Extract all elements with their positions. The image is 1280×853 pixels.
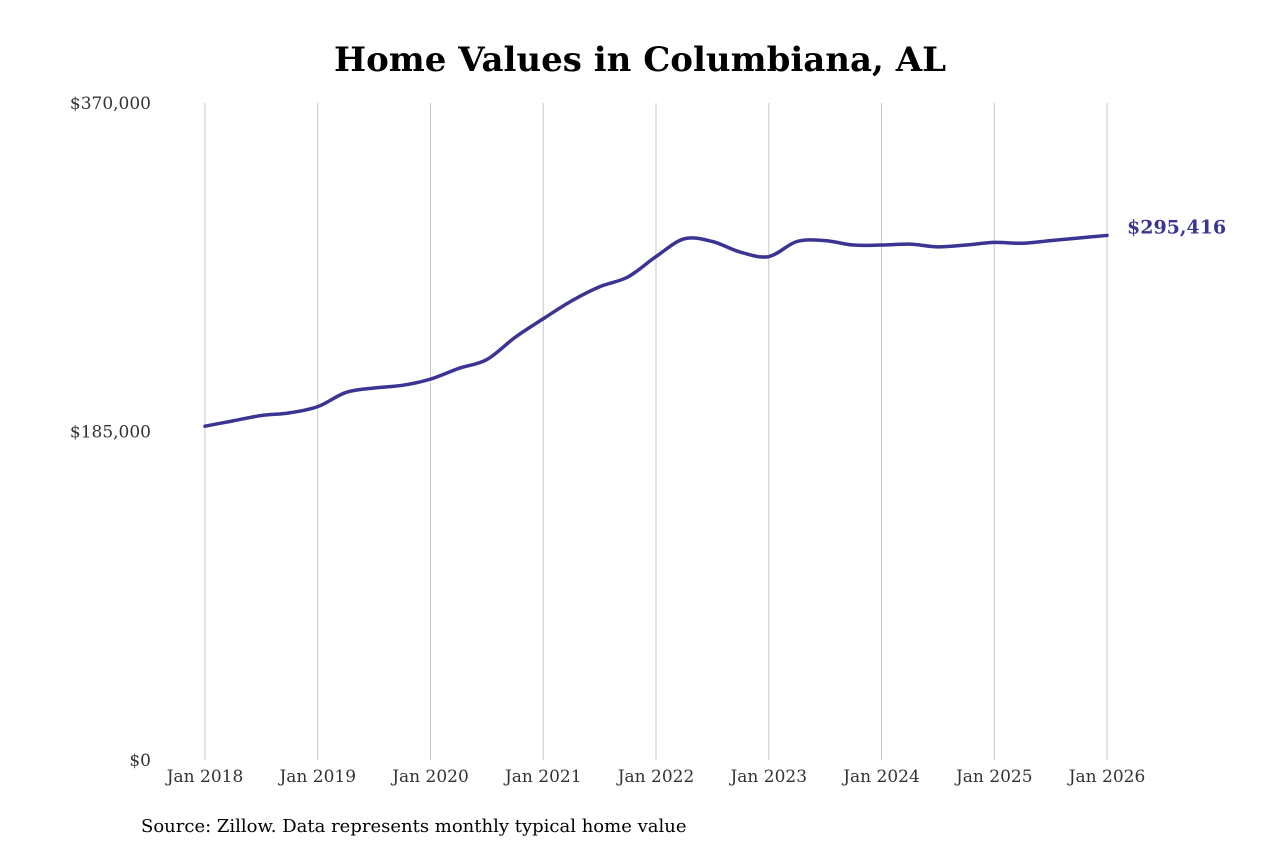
y-axis: $0 $185,000 $370,000 — [70, 94, 151, 771]
grid-lines — [204, 103, 1108, 760]
x-tick-label: Jan 2023 — [728, 767, 807, 787]
series — [203, 233, 1109, 428]
chart-title: Home Values in Columbiana, AL — [333, 40, 947, 80]
x-tick-label: Jan 2025 — [954, 767, 1033, 787]
x-axis: Jan 2018 Jan 2019 Jan 2020 Jan 2021 Jan 2022… — [165, 767, 1146, 787]
x-tick-label: Jan 2020 — [390, 767, 469, 787]
x-tick-label: Jan 2024 — [841, 767, 920, 787]
end-value-label: $295,416 — [1127, 216, 1226, 238]
x-tick-label: Jan 2018 — [165, 767, 244, 787]
y-tick-label: $185,000 — [70, 423, 151, 443]
x-tick-label: Jan 2021 — [503, 767, 582, 787]
series-line-0 — [203, 233, 1109, 428]
x-tick-label: Jan 2022 — [616, 767, 695, 787]
y-tick-label: $370,000 — [70, 94, 151, 114]
source-note: Source: Zillow. Data represents monthly … — [141, 816, 687, 837]
y-tick-label: $0 — [129, 751, 151, 771]
x-tick-label: Jan 2019 — [277, 767, 356, 787]
x-tick-label: Jan 2026 — [1067, 767, 1146, 787]
